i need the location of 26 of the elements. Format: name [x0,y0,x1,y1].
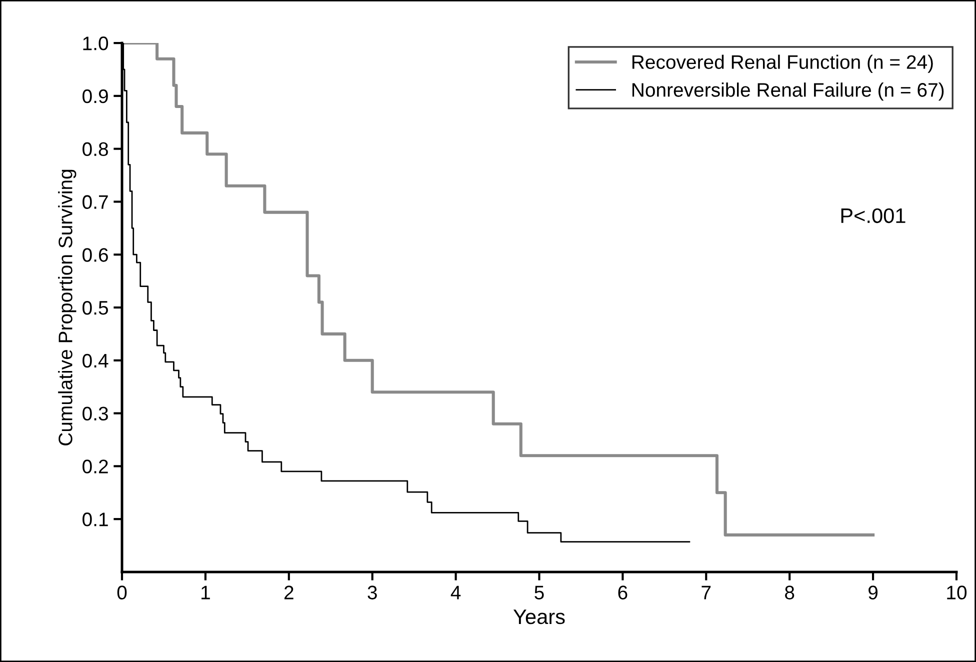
x-axis-title: Years [513,610,565,624]
annotation: P<.001 [841,208,906,224]
x-tick-label: 7 [702,586,711,600]
x-tick-label: 3 [368,586,377,600]
legend-label: Recovered Renal Function (n = 24) [632,54,933,73]
y-tick-label: 1.0 [83,36,108,50]
y-tick-label: 0.6 [82,248,108,262]
x-tick-label: 2 [284,586,294,600]
x-tick-label: 10 [947,586,967,600]
y-tick-label: 0.8 [82,142,108,156]
x-tick-label: 5 [534,586,544,600]
y-tick-label: 0.9 [82,89,108,104]
y-tick-label: 0.5 [82,300,108,315]
y-tick-label: 0.3 [82,406,108,421]
y-tick-label: 0.1 [82,512,108,526]
x-tick-label: 9 [868,586,878,600]
x-tick-label: 4 [450,586,461,600]
x-tick-label: 6 [618,586,628,600]
y-axis-title: Cumulative Proportion Surviving [58,170,76,446]
legend-label: Nonreversible Renal Failure (n = 67) [632,82,944,101]
y-tick-label: 0.2 [82,460,108,474]
x-tick-label: 1 [202,586,210,600]
y-tick-label: 0.7 [82,195,108,209]
x-tick-label: 8 [785,586,794,600]
x-tick-label: 0 [117,586,127,600]
y-tick-label: 0.4 [82,354,108,368]
